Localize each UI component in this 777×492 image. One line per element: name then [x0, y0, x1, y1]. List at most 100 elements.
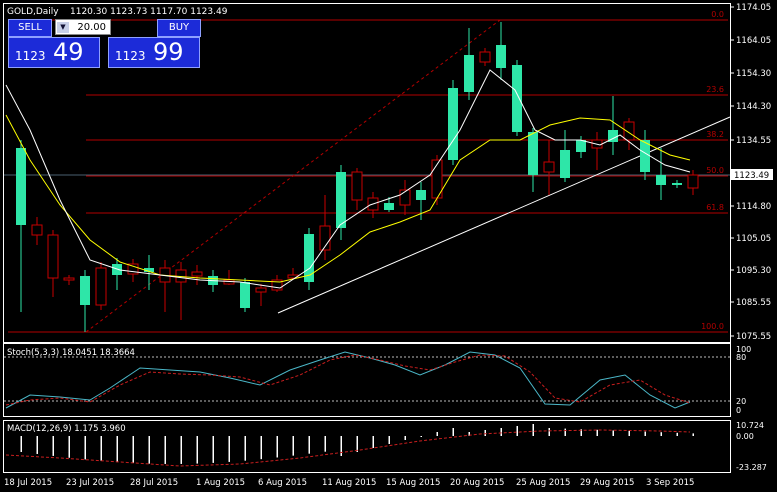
candle-body [191, 271, 203, 277]
trend-line [277, 116, 731, 314]
macd-histogram-bar [324, 436, 326, 452]
price-axis-label: 1164.05 [736, 36, 771, 46]
candle-body [240, 282, 250, 308]
quantity-field[interactable]: ▼ 20.00 [55, 19, 111, 35]
candle-body [47, 234, 59, 279]
candle-body [560, 150, 570, 178]
macd-histogram-bar [580, 429, 582, 436]
price-axis-label: 1105.05 [736, 234, 771, 244]
date-axis-label: 1 Aug 2015 [196, 478, 245, 488]
macd-histogram-bar [532, 424, 534, 436]
candle-body [399, 189, 411, 206]
macd-histogram-bar [468, 432, 470, 436]
macd-histogram-bar [484, 430, 486, 436]
sell-button[interactable]: SELL [8, 19, 52, 37]
macd-histogram-bar [84, 436, 86, 460]
macd-histogram-bar [548, 428, 550, 436]
price-axis-label: 1095.30 [736, 266, 771, 276]
ask-price-box[interactable]: 1123 99 [108, 37, 200, 68]
macd-histogram-bar [452, 428, 454, 436]
macd-histogram-bar [180, 436, 182, 464]
macd-histogram-bar [228, 436, 230, 462]
current-price-box [731, 169, 773, 180]
date-axis-label: 23 Jul 2015 [66, 478, 114, 488]
macd-histogram-bar [660, 432, 662, 436]
price-axis-label: 1154.30 [736, 69, 771, 79]
chart-symbol: GOLD,Daily [7, 7, 59, 17]
fibo-level-label: 38.2 [706, 130, 724, 139]
price-axis-label: 1174.05 [736, 3, 771, 13]
macd-histogram-bar [628, 431, 630, 436]
buy-button[interactable]: BUY [157, 19, 201, 37]
macd-axis-label: 10.724 [736, 421, 764, 430]
fibo-level-label: 0.0 [711, 10, 724, 19]
spinner-arrow-icon[interactable]: ▼ [57, 22, 69, 33]
fibo-level-label: 50.0 [706, 166, 724, 175]
fibo-level-label: 61.8 [706, 203, 724, 212]
stoch-frame [3, 343, 731, 417]
macd-axis-label: 0.00 [736, 432, 754, 441]
macd-histogram-bar [196, 436, 198, 464]
stoch-axis-label: 80 [736, 353, 746, 362]
macd-histogram-bar [644, 431, 646, 436]
bid-price-box[interactable]: 1123 49 [8, 37, 100, 68]
date-axis-label: 29 Aug 2015 [580, 478, 634, 488]
macd-histogram-bar [148, 436, 150, 464]
macd-histogram-bar [20, 436, 22, 452]
date-axis-label: 28 Jul 2015 [130, 478, 178, 488]
stoch-signal-line [5, 354, 691, 406]
price-axis-label: 1144.30 [736, 102, 771, 112]
macd-histogram-bar [564, 428, 566, 436]
macd-histogram-bar [68, 436, 70, 458]
stoch-title: Stoch(5,3,3) 18.0451 18.3664 [7, 348, 135, 358]
macd-histogram-bar [692, 433, 694, 436]
fibo-level-label: 23.6 [706, 85, 724, 94]
candle-body [144, 268, 154, 272]
quantity-value: 20.00 [77, 22, 106, 33]
candle-body [127, 263, 139, 275]
date-axis-label: 20 Aug 2015 [450, 478, 504, 488]
candle-body [31, 224, 43, 236]
date-axis-label: 18 Jul 2015 [4, 478, 52, 488]
bid-big-digits: 49 [53, 38, 84, 66]
candle-body [512, 65, 522, 132]
macd-histogram-bar [388, 436, 390, 444]
macd-histogram-bar [612, 430, 614, 436]
macd-title: MACD(12,26,9) 1.175 3.960 [7, 424, 126, 434]
macd-histogram-bar [340, 436, 342, 456]
macd-axis-label: -23.287 [736, 463, 767, 472]
macd-histogram-bar [276, 436, 278, 458]
price-axis-label: 1134.55 [736, 136, 771, 146]
candle-body [351, 171, 363, 201]
macd-histogram-bar [356, 436, 358, 452]
stoch-axis-label: 20 [736, 397, 746, 406]
date-axis-label: 3 Sep 2015 [646, 478, 694, 488]
moving-average-fast [5, 69, 691, 289]
candle-body [656, 175, 666, 185]
candle-body [687, 174, 699, 189]
candle-body [543, 161, 555, 173]
candle-body [496, 45, 506, 68]
macd-histogram-bar [292, 436, 294, 456]
macd-frame [3, 420, 731, 473]
macd-histogram-bar [436, 432, 438, 436]
candle-body [255, 287, 267, 293]
price-axis-label: 1085.55 [736, 298, 771, 308]
ask-prefix: 1123 [115, 49, 146, 63]
macd-histogram-bar [308, 436, 310, 454]
fibo-level-label: 100.0 [701, 322, 724, 331]
macd-histogram-bar [116, 436, 118, 463]
candle-body [479, 51, 491, 63]
macd-histogram-bar [372, 436, 374, 448]
candle-body [304, 234, 314, 282]
candle-body [16, 148, 26, 225]
macd-histogram-bar [596, 429, 598, 436]
ask-big-digits: 99 [153, 38, 184, 66]
macd-histogram-bar [244, 436, 246, 461]
macd-histogram-bar [676, 432, 678, 436]
macd-histogram-bar [420, 436, 422, 437]
stoch-main-line [5, 351, 691, 409]
macd-histogram-bar [212, 436, 214, 463]
macd-histogram-bar [404, 436, 406, 440]
